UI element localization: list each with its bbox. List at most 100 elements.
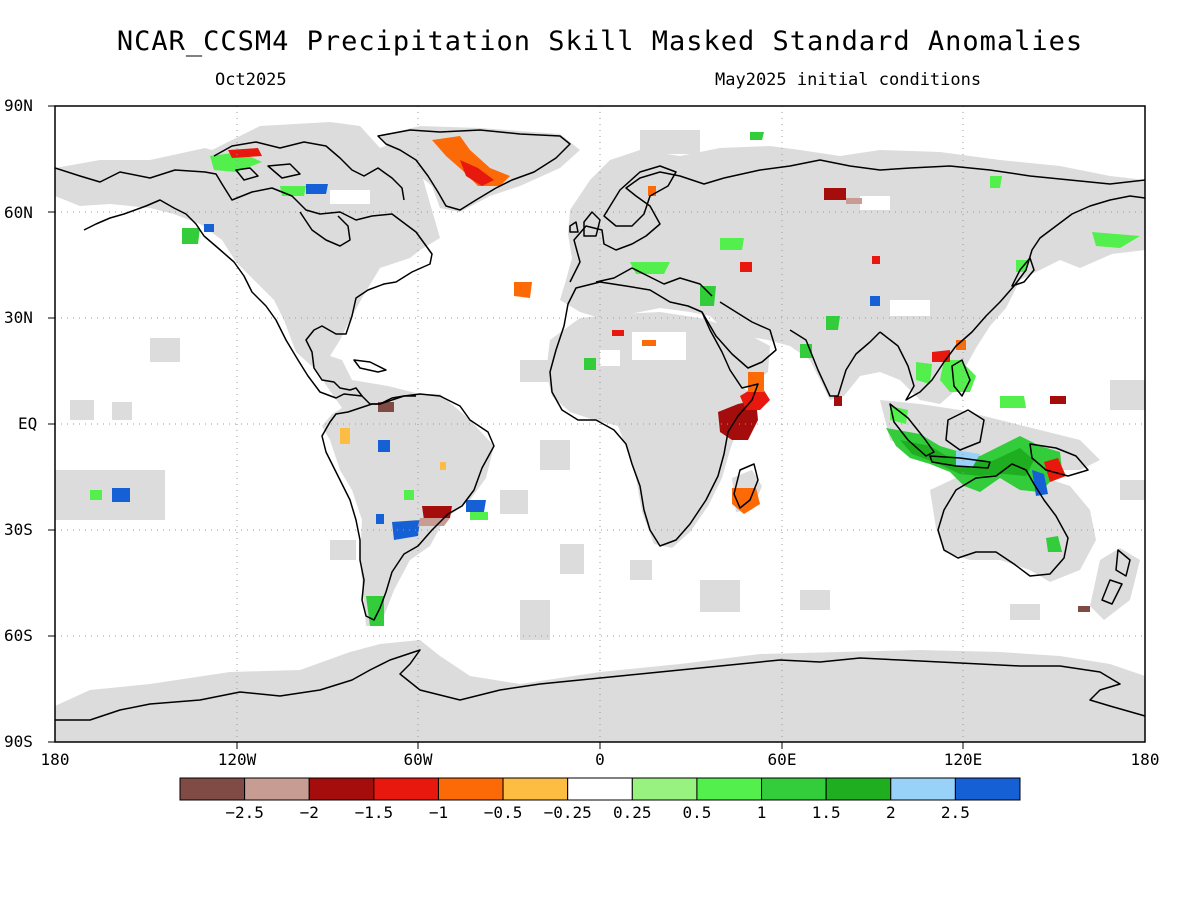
colorbar-label: 2 xyxy=(886,803,896,822)
colorbar-swatch xyxy=(437,777,504,801)
lat-label-eq: EQ xyxy=(18,414,38,433)
anomaly-brazil-green xyxy=(404,490,414,500)
mask-ocean-patch xyxy=(70,400,94,420)
coast-new-guinea xyxy=(1029,443,1089,477)
anomaly-canada-north xyxy=(210,152,262,172)
coast-india xyxy=(789,329,881,397)
colorbar-label: 1 xyxy=(757,803,767,822)
coast-scandinavia xyxy=(603,165,677,227)
mask-ocean-patch xyxy=(540,440,570,470)
lat-label-60n: 60N xyxy=(4,203,33,222)
anomaly-brazil-small xyxy=(440,462,446,470)
mask-ocean-patch xyxy=(630,560,652,580)
coast-arctic-islands xyxy=(213,141,405,201)
anomaly-sahara-2 xyxy=(642,340,656,346)
anomaly-amazon-brown xyxy=(378,402,394,412)
anomaly-brazil-blue xyxy=(378,440,390,452)
anomaly-pacific-blue xyxy=(112,488,130,502)
anomaly-caspian xyxy=(720,238,744,250)
colorbar-label: −0.5 xyxy=(484,803,523,822)
lon-label-180e: 180 xyxy=(1130,750,1160,769)
coast-africa xyxy=(549,281,759,547)
anomaly-south-america-south xyxy=(422,506,452,520)
colorbar-swatch xyxy=(696,777,763,801)
colorbar-label: −2.5 xyxy=(225,803,264,822)
lon-label-180w: 180 xyxy=(40,750,70,769)
coast-arabia xyxy=(701,301,777,369)
anomaly-south-brazil-green xyxy=(470,512,488,520)
anomaly-canada-blue xyxy=(204,224,214,232)
colorbar-swatch xyxy=(373,777,439,801)
lat-label-90s: 90S xyxy=(4,732,33,751)
anomaly-somalia-orange xyxy=(748,372,764,392)
coast-cuba xyxy=(353,359,387,373)
coast-mediterranean xyxy=(595,267,713,297)
coast-japan xyxy=(1011,257,1035,287)
mask-ocean-patch xyxy=(500,490,528,514)
anomaly-canada-east xyxy=(306,184,328,194)
coast-sumatra xyxy=(889,403,935,457)
colorbar-swatch xyxy=(825,777,892,801)
anomaly-sahara-1 xyxy=(612,330,624,336)
anomaly-east-med xyxy=(700,286,716,306)
colorbar-swatch xyxy=(954,777,1021,801)
gap xyxy=(632,332,686,360)
colorbar-label: −1 xyxy=(429,803,448,822)
negative-anomaly-layer xyxy=(228,136,1090,612)
colorbar-swatch xyxy=(308,777,375,801)
colorbar-label: −0.25 xyxy=(544,803,592,822)
anomaly-ne-pacific-brown xyxy=(1078,606,1090,612)
graticule xyxy=(55,106,1145,742)
colorbar-swatch xyxy=(244,777,310,801)
figure-title: NCAR_CCSM4 Precipitation Skill Masked St… xyxy=(116,26,1084,57)
near-normal-gaps xyxy=(330,190,930,366)
mask-north-america xyxy=(55,122,494,626)
coast-south-america xyxy=(321,393,495,621)
colorbar-label: −2 xyxy=(300,803,319,822)
lon-label-120w: 120W xyxy=(217,750,257,769)
anomaly-pacific-green xyxy=(1000,396,1026,408)
gap xyxy=(890,300,930,316)
anomaly-yakutia xyxy=(990,176,1002,188)
anomaly-paraguay xyxy=(392,520,420,540)
coast-new-zealand xyxy=(1101,549,1131,605)
colorbar-label: −1.5 xyxy=(355,803,394,822)
mask-ocean-patch xyxy=(150,338,180,362)
colorbar-label: 2.5 xyxy=(941,803,970,822)
mask-ocean-patch xyxy=(520,360,550,382)
anomaly-himalaya xyxy=(826,316,840,330)
coast-madagascar xyxy=(733,463,759,509)
colorbar: −2.5 −2 −1.5 −1 −0.5 −0.25 0.25 0.5 1 1.5 2 2.5 xyxy=(179,777,1021,822)
coast-java xyxy=(929,455,991,469)
anomaly-new-guinea-red xyxy=(1044,458,1066,482)
mask-ocean-patch xyxy=(55,470,165,520)
skill-mask-layer xyxy=(55,122,1145,742)
mask-ocean-patch xyxy=(1110,380,1145,410)
anomaly-middle-east xyxy=(740,262,752,272)
colorbar-swatch xyxy=(567,777,633,801)
lon-label-60e: 60E xyxy=(767,750,797,769)
anomaly-kamchatka xyxy=(1092,232,1140,248)
anomaly-siberia-red xyxy=(824,188,846,200)
lat-label-60s: 60S xyxy=(4,626,33,645)
coast-greenland xyxy=(377,129,571,211)
mask-ocean-patch xyxy=(560,544,584,574)
colorbar-swatch xyxy=(631,777,698,801)
mask-ocean-patch xyxy=(800,590,830,610)
anomaly-alaska-red xyxy=(228,148,262,158)
anomaly-india xyxy=(834,396,842,406)
mask-australia xyxy=(930,474,1096,582)
colorbar-label: 0.5 xyxy=(682,803,711,822)
anomaly-maritime-strong xyxy=(900,440,1034,476)
anomaly-indochina xyxy=(916,362,932,384)
mask-ocean-patch xyxy=(1120,480,1145,500)
gap xyxy=(420,316,446,330)
mask-new-zealand xyxy=(1090,548,1140,620)
mask-africa xyxy=(546,312,752,548)
mask-ocean-patch xyxy=(112,402,132,420)
colorbar-swatch xyxy=(761,777,827,801)
mask-ocean-patch xyxy=(700,580,740,612)
coast-british-isles xyxy=(569,211,601,237)
